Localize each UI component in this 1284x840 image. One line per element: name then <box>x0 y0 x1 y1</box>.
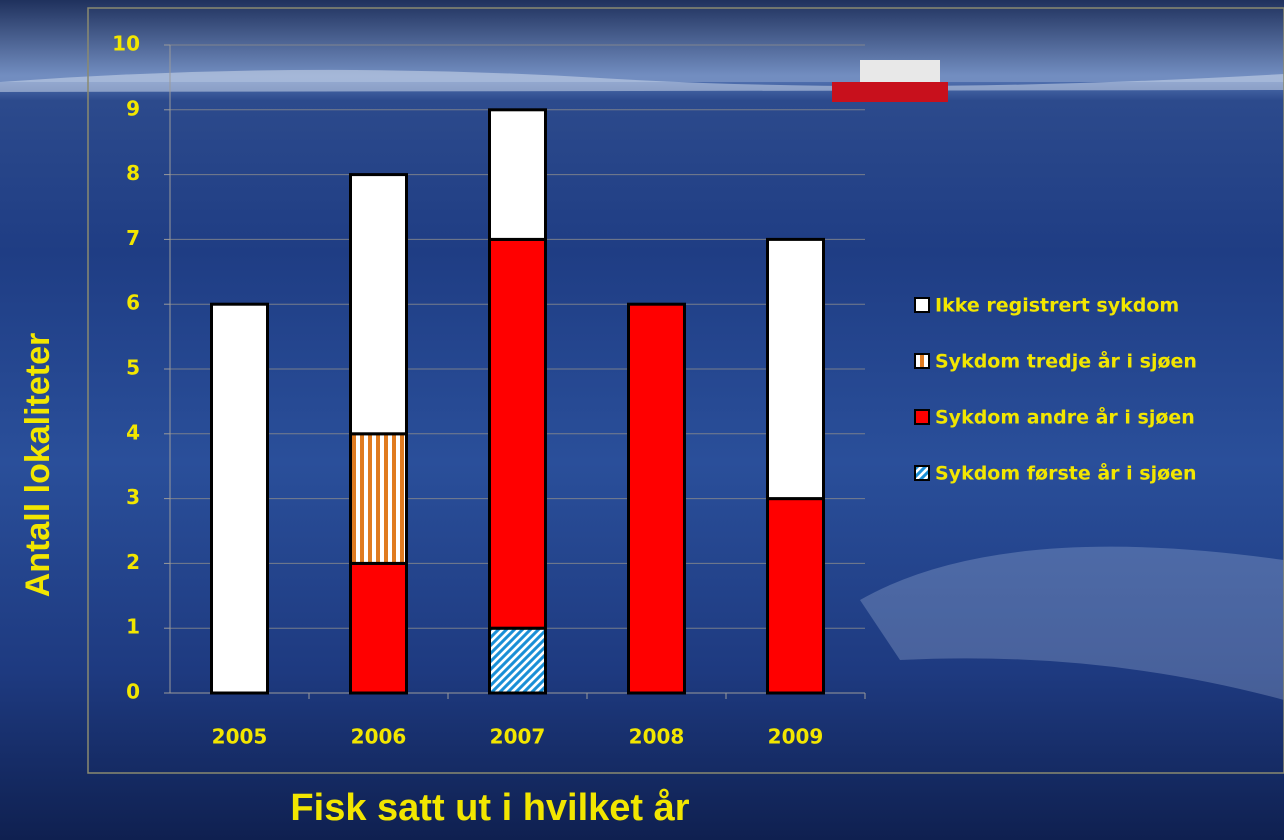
y-tick-label: 0 <box>126 680 140 704</box>
y-tick-label: 6 <box>126 291 140 315</box>
x-tick-label: 2007 <box>490 725 546 749</box>
y-tick-label: 8 <box>126 161 140 185</box>
y-tick-label: 7 <box>126 226 140 250</box>
bar-segment <box>351 563 407 693</box>
legend-swatch <box>915 298 929 312</box>
y-axis-title: Antall lokaliteter <box>19 333 57 598</box>
bar-segment <box>490 110 546 240</box>
legend-swatch <box>915 354 929 368</box>
y-tick-label: 9 <box>126 96 140 120</box>
legend-swatch <box>915 410 929 424</box>
bar-segment <box>490 239 546 628</box>
boat-cabin <box>860 60 940 82</box>
bar-segment <box>490 628 546 693</box>
chart: Antall lokaliteter Fisk satt ut i hvilke… <box>0 0 1284 840</box>
y-tick-label: 4 <box>126 420 140 444</box>
y-tick-label: 1 <box>126 615 140 639</box>
legend-swatch <box>915 466 929 480</box>
bar-segment <box>351 175 407 434</box>
page: Antall lokaliteter Fisk satt ut i hvilke… <box>0 0 1284 840</box>
legend-label: Sykdom første år i sjøen <box>935 461 1197 485</box>
x-tick-label: 2006 <box>351 725 407 749</box>
legend-label: Sykdom andre år i sjøen <box>935 405 1195 429</box>
bar-segment <box>768 499 824 693</box>
x-axis-title: Fisk satt ut i hvilket år <box>290 787 689 829</box>
bar-segment <box>629 304 685 693</box>
x-tick-label: 2008 <box>629 725 685 749</box>
legend-label: Ikke registrert sykdom <box>935 295 1179 317</box>
x-tick-label: 2005 <box>212 725 268 749</box>
x-tick-label: 2009 <box>768 725 824 749</box>
bar-segment <box>212 304 268 693</box>
y-tick-label: 10 <box>112 32 140 56</box>
bar-segment <box>351 434 407 564</box>
boat-hull <box>832 82 948 102</box>
y-tick-label: 3 <box>126 485 140 509</box>
mountains <box>0 0 1284 82</box>
y-tick-label: 5 <box>126 356 140 380</box>
bar-segment <box>768 239 824 498</box>
legend-label: Sykdom tredje år i sjøen <box>935 349 1197 373</box>
y-tick-label: 2 <box>126 550 140 574</box>
reflection <box>860 547 1284 700</box>
